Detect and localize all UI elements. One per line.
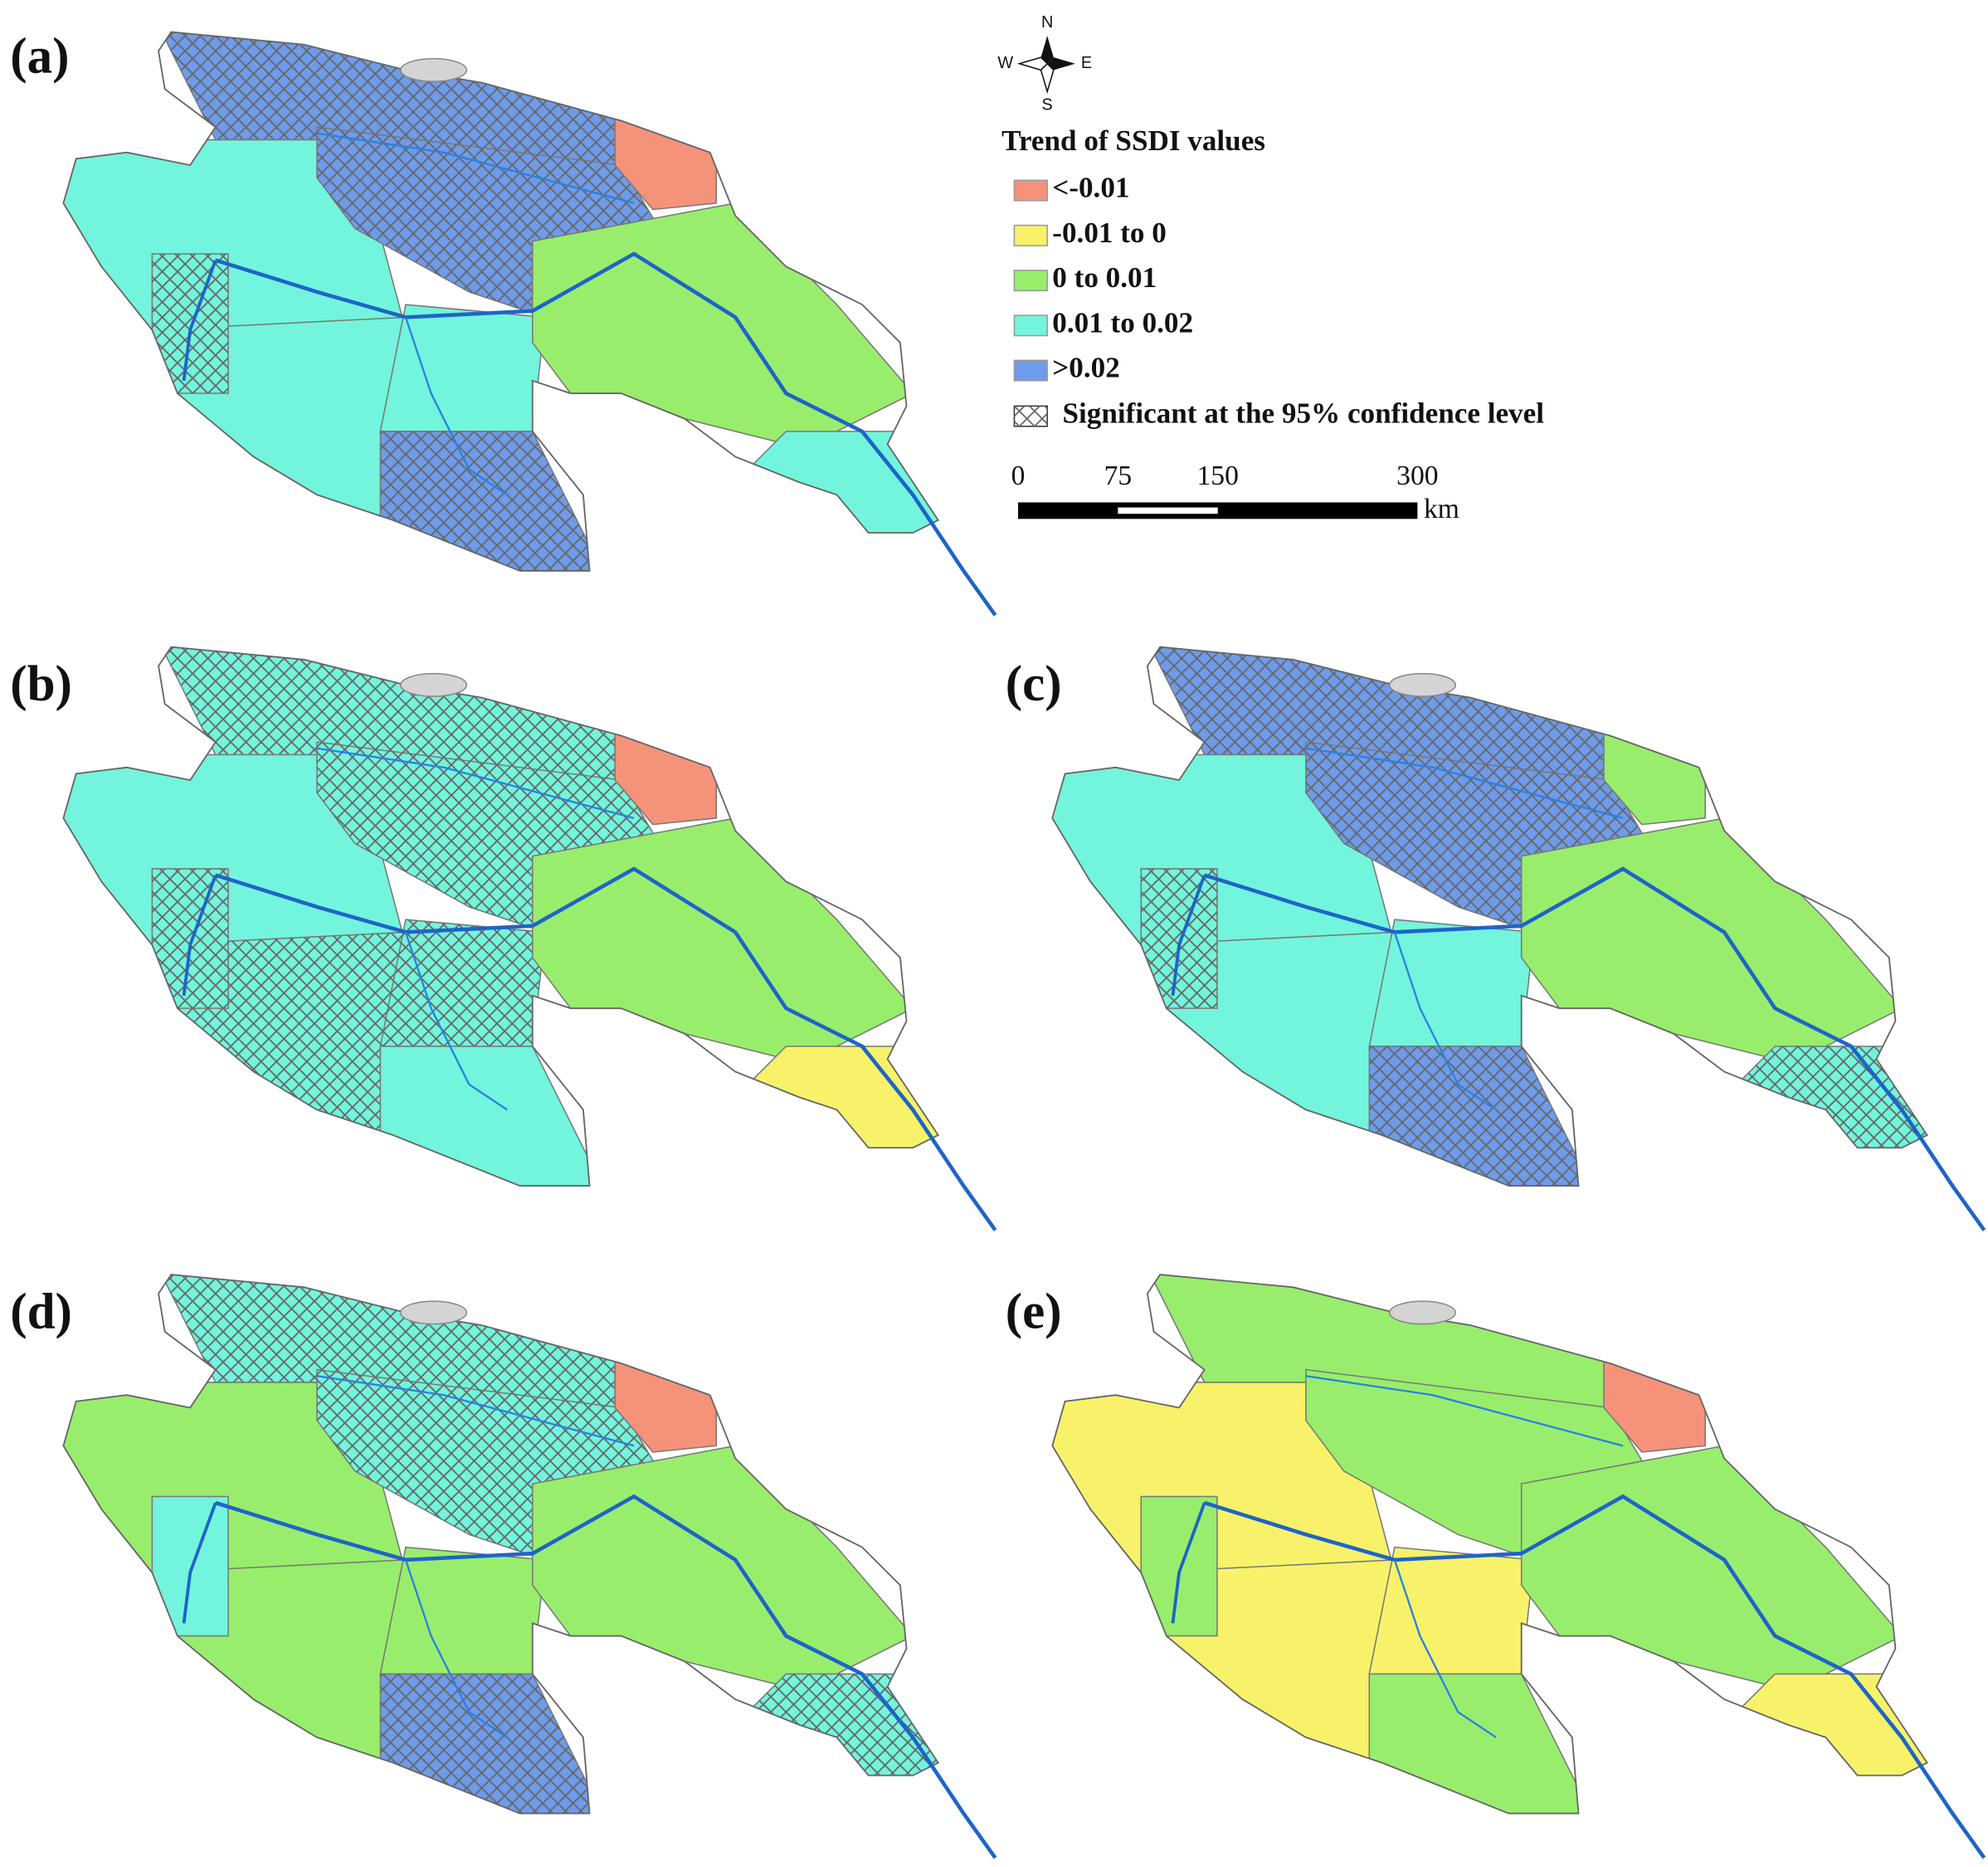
river [182,875,217,997]
sub-basins [63,646,938,1187]
lake [1388,672,1456,698]
significance-hatch [1141,869,1217,1009]
legend-label: 0 to 0.01 [1052,261,1157,294]
lake [1388,1300,1456,1325]
sub-basin [747,1046,938,1162]
sub-basin [379,304,546,432]
river [182,259,217,382]
tributary [404,316,508,496]
map-panel [1051,646,1986,1231]
significance-hatch [748,1674,938,1788]
legend-label: <-0.01 [1052,172,1129,204]
tributary [1393,932,1497,1111]
legend-hatch [1014,406,1048,427]
map-panel [62,31,997,617]
sub-basin [747,431,938,547]
legend-swatch [1013,314,1048,337]
lake [400,672,468,698]
sub-basin [1520,817,1903,1060]
compass-w: W [997,54,1013,72]
sub-basin [1140,1495,1218,1637]
tributary [316,1375,635,1447]
compass: N S W E [997,13,1092,114]
sub-basin [532,1445,914,1688]
legend-swatch [1013,224,1048,246]
map-panel [62,1274,997,1860]
sub-basin [532,202,914,445]
legend-swatch [1013,270,1048,292]
tributary [1305,1375,1624,1447]
legend-label: >0.02 [1052,352,1119,384]
compass-n: N [1041,13,1053,32]
compass-e: E [1081,54,1092,72]
scale-bar-frame [1018,502,1418,519]
legend-title: Trend of SSDI values [1001,124,1265,157]
tributary [1393,1559,1497,1738]
sub-basin [532,817,914,1060]
river [215,1494,997,1860]
legend-label: 0.01 to 0.02 [1052,306,1193,339]
scale-label: 75 [1104,461,1133,491]
map-panel [1051,1274,1986,1860]
river [215,251,997,617]
basin-outline [1051,646,1928,1187]
sub-basin [151,1495,229,1637]
sub-basin [1368,919,1535,1047]
river [215,866,997,1231]
sub-basin [1736,1673,1927,1789]
lake [400,57,468,82]
lake [400,1300,468,1325]
sub-basins [1052,1275,1927,1814]
scale-label: 150 [1196,461,1238,491]
significance-hatch [152,869,229,1009]
sub-basins [63,1275,938,1814]
legend-label: -0.01 to 0 [1052,217,1167,249]
legend-swatch [1013,179,1048,202]
panel-label: (b) [10,656,72,712]
river [1171,1502,1206,1624]
panel-label: (e) [1006,1284,1062,1340]
legend: Trend of SSDI values <-0.01 -0.01 to 0 0 t… [1001,124,1544,430]
sub-basin [1368,1546,1535,1675]
river [1203,866,1986,1231]
legend-swatch [1013,359,1048,382]
sub-basins [1052,646,1927,1187]
scale-unit: km [1424,494,1459,524]
legend-label: Significant at the 95% confidence level [1063,397,1545,430]
tributary [316,747,635,820]
tributary [404,932,508,1111]
scale-label: 300 [1396,461,1438,491]
panel-label: (a) [10,29,69,85]
compass-s: S [1042,95,1053,114]
river [1203,1494,1986,1860]
significance-hatch [1737,1046,1927,1161]
basin-outline [1051,1274,1928,1815]
river [182,1502,217,1624]
map-panel [62,646,997,1231]
significance-hatch [152,253,229,394]
tributary [404,1559,508,1738]
panel-label: (c) [1006,656,1062,712]
basin-outline [62,646,940,1187]
sub-basin [1520,1445,1903,1688]
significance-hatch [380,919,546,1046]
basin-outline [62,1274,940,1815]
panel-label: (d) [10,1284,72,1340]
tributary [316,132,635,204]
basin-outline [62,31,940,572]
scale-label: 0 [1011,461,1026,491]
sub-basins [63,32,938,571]
sub-basin [379,1546,546,1675]
tributary [1305,747,1624,820]
scale-segment [1118,507,1218,514]
river [1171,875,1206,997]
